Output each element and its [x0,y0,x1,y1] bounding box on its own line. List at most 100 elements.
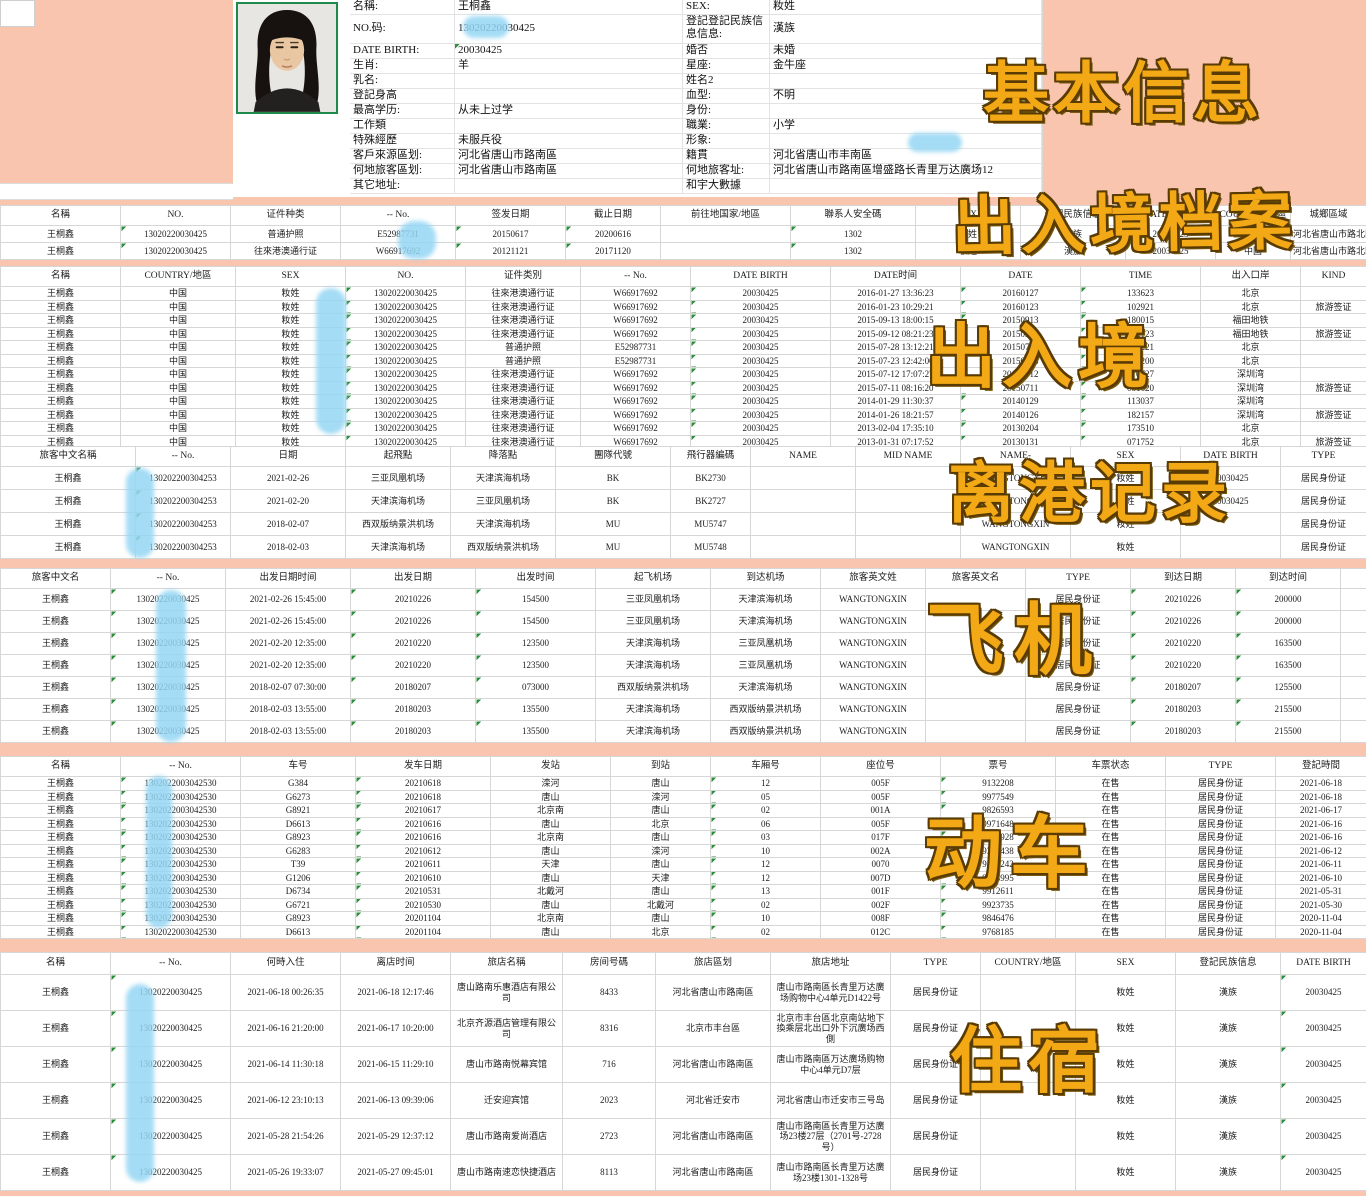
cell: 005F [820,789,941,804]
cell: 20210226 [350,588,476,611]
column-header: 團隊代號 [555,446,671,467]
cell: 2016-01-27 13:36:23 [830,286,961,301]
cell: 20030425 [690,353,831,368]
cell: 天津滨海机场 [345,535,451,559]
header-row: 旅客中文名稱 -- No. 日期 起飛點 降落點 團隊代號 飛行器編碼 NAME MID NAM… [0,446,1366,467]
column-header: 发站 [490,756,611,777]
cell: 20150617 [455,225,566,243]
cell [980,1010,1076,1047]
cell: 20030425 [1125,242,1216,260]
cell: 20171120 [565,242,661,260]
profile-value: 未婚 [770,44,1042,59]
cell: 20140126 [960,407,1081,422]
column-header: 到达机场 [710,568,821,589]
cell: 20030425 [690,367,831,382]
cell: 082123 [1080,326,1201,341]
cell: W66917692 [580,367,691,382]
cell: 漢族 [1175,1046,1281,1083]
cell: 唐山 [490,924,611,939]
cell: 20210226 [1130,588,1236,611]
cell: 20180207 [1130,676,1236,699]
cell: 2021-06-12 23:10:13 [230,1082,341,1119]
cell [925,720,1026,743]
column-header: 起飛點 [345,446,451,467]
profile-row: NO.码:13020220030425登記登記民族信息信息:漢族 [350,15,1042,44]
cell: 王桐鑫 [0,884,121,899]
cell: 716 [562,1046,656,1083]
table-train-records: 名稱 -- No. 车号 发车日期 发站 到站 车厢号 座位号 票号 车票状态 TYPE 登記時間 王桐… [0,756,1366,939]
table-row: 王桐鑫 中国 籹姓 13020220030425 往來港澳通行证 W66917692 200… [0,407,1366,422]
table-row: 王桐鑫 13020220030425 2021-06-16 21:20:00 2021… [0,1010,1366,1047]
cell: 2021-05-30 [1275,897,1366,912]
cell: 123500 [475,632,596,655]
cell: 20030425 [1280,1082,1366,1119]
column-header: 前往地国家/地區 [660,205,791,226]
cell: 王桐鑫 [0,1118,111,1155]
cell: W66917692 [580,326,691,341]
data-table: 旅客中文名 -- No. 出发日期时间 出发日期 出发时间 起飞机场 到达机场 旅客英文姓 旅客… [0,568,1366,743]
cell: WANGTONGXIN [960,512,1071,536]
cell: 9768185 [940,924,1056,939]
cell: DR [1340,588,1366,611]
cell: 籹姓 [1070,466,1181,490]
cell: 王桐鑫 [0,1046,111,1083]
profile-label: 姓名2 [683,74,770,89]
cell: WANGTONGXIN [820,588,926,611]
cell [660,225,791,243]
cell: 天津 [490,857,611,872]
column-header: -- No. [110,568,226,589]
cell: 20160127 [960,286,1081,301]
cell: 2723 [562,1118,656,1155]
cell: BK [555,466,671,490]
cell: 20030425 [690,299,831,314]
profile-row: 乳名: 姓名2 [350,74,1042,89]
cell: 0070 [820,857,941,872]
cell: 居民身份证 [1165,830,1276,845]
cell: 籹姓 [1075,1118,1176,1155]
cell: 170727 [1080,367,1201,382]
cell: E52987731 [580,353,691,368]
cell: 20210617 [355,803,491,818]
cell: 往來港澳通行证 [465,326,581,341]
cell: 8433 [562,974,656,1011]
cell: 10 [710,911,821,926]
table-row: 王桐鑫 130202200304253 2021-02-26 三亚凤凰机场 天津滨海机场… [0,466,1366,490]
table-row: 王桐鑫 130202200304253 2018-02-03 天津滨海机场 西双版纳景洪… [0,535,1366,559]
cell: 三亚凤凰机场 [710,654,821,677]
cell: 居民身份证 [1165,911,1276,926]
cell: 8113 [562,1154,656,1191]
cell: BK [1340,632,1366,655]
cell: 河北省唐山市路南區 [655,1154,771,1191]
cell: 13020220030425 [345,326,466,341]
table-row: 王桐鑫 1302022003042530 D6734 20210531 北戴河 唐山 13 0… [0,884,1366,899]
profile-value: 金牛座 [770,59,1042,74]
cell: 2021-02-20 12:35:00 [225,654,351,677]
column-header: 到达时间 [1235,568,1341,589]
cell: 1302022003042530 [120,776,241,791]
column-header: 出发时间 [475,568,596,589]
cell: 9804928 [940,830,1056,845]
cell: 滦河 [610,843,711,858]
cell: 往來港澳通行证 [465,421,581,436]
column-header: SEX [1070,446,1181,467]
table-row: 王桐鑫130202200304252018-02-03 13:55:002018… [0,720,1366,743]
cell: 深圳湾 [1200,367,1301,382]
cell: G1206 [240,870,356,885]
cell: 007D [820,870,941,885]
cell: 三亚凤凰机场 [595,588,711,611]
column-header: 名稱 [0,756,121,777]
cell: 漢族 [1175,974,1281,1011]
profile-row: 客戶來源區划: 河北省唐山市路南區 籍貫 河北省唐山市丰南區 [350,149,1042,164]
cell [855,535,961,559]
cell: 20210618 [355,776,491,791]
cell: 中国 [120,367,236,382]
cell: 西双版纳景洪机场 [710,698,821,721]
cell: 漢族 [1175,1082,1281,1119]
cell: 20180203 [350,720,476,743]
cell: 2020-11-04 [1275,924,1366,939]
table-row: 王桐鑫 中国 籹姓 13020220030425 普通护照 E52987731 200304… [0,353,1366,368]
table-row: 王桐鑫 13020220030425 2021-05-28 21:54:26 2021… [0,1118,1366,1155]
cell: 1302022003042530 [120,803,241,818]
table-row: 王桐鑫 1302022003042530 T39 20210611 天津 唐山 12 0070… [0,857,1366,872]
